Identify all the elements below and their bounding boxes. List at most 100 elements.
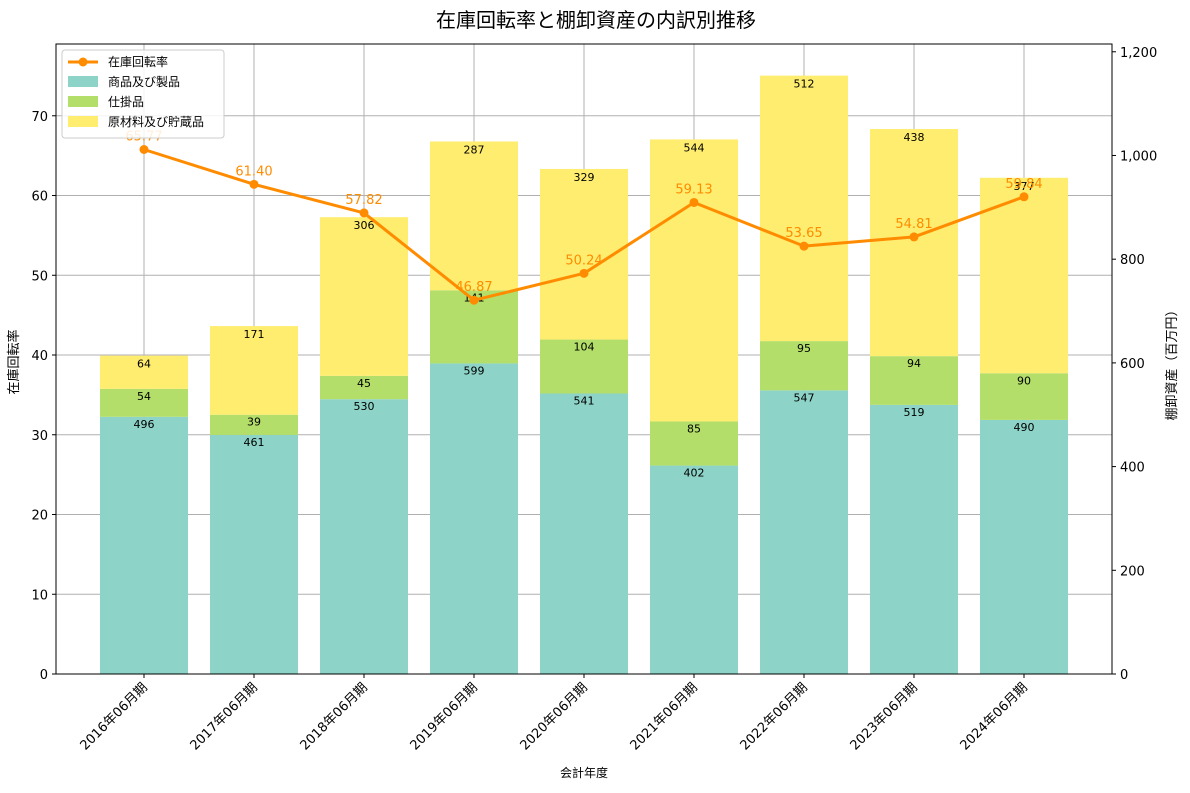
bar-value-label: 496 <box>134 418 155 431</box>
y-left-tick-label: 70 <box>31 110 48 125</box>
turnover-point <box>799 241 809 251</box>
bar-value-label: 547 <box>794 391 815 404</box>
bar-segment <box>650 465 738 674</box>
legend-swatch-products <box>68 76 98 87</box>
turnover-point <box>469 295 479 305</box>
bar-value-label: 530 <box>354 400 375 413</box>
turnover-point <box>1019 192 1029 202</box>
turnover-value-label: 61.40 <box>235 164 272 179</box>
legend-box <box>61 49 225 139</box>
bar-value-label: 438 <box>904 131 925 144</box>
bar-segment <box>320 375 408 400</box>
turnover-value-label: 57.82 <box>345 193 382 208</box>
y-left-tick-label: 20 <box>31 509 48 524</box>
bar-segment <box>980 177 1068 374</box>
y-right-tick-label: 800 <box>1120 253 1145 268</box>
bar-labels: 4965464461391715304530659914128754110432… <box>134 78 1035 480</box>
bar-value-label: 54 <box>137 390 151 403</box>
y-left-tick-label: 10 <box>31 588 48 603</box>
turnover-value-label: 46.87 <box>455 280 492 295</box>
bar-value-label: 287 <box>464 143 485 156</box>
bar-value-label: 171 <box>244 328 265 341</box>
turnover-point <box>909 232 919 242</box>
bar-segment <box>760 75 848 342</box>
y-axis-right-label: 棚卸資産（百万円） <box>1164 303 1180 420</box>
legend-line-marker <box>78 57 88 67</box>
bar-value-label: 461 <box>244 436 265 449</box>
bar-segment <box>430 363 518 674</box>
bar-segment <box>100 388 188 417</box>
legend-label-materials: 原材料及び貯蔵品 <box>108 115 204 129</box>
legend-swatch-materials <box>68 116 98 127</box>
y-left-tick-label: 0 <box>40 668 48 683</box>
turnover-value-label: 53.65 <box>785 226 822 241</box>
bar-segment <box>980 419 1068 674</box>
legend: 在庫回転率 商品及び製品 仕掛品 原材料及び貯蔵品 <box>61 49 225 139</box>
bar-segment <box>430 141 518 291</box>
legend-swatch-wip <box>68 96 98 107</box>
y-right-tick-label: 200 <box>1120 564 1145 579</box>
turnover-point <box>249 179 259 189</box>
bar-value-label: 85 <box>687 422 701 435</box>
y-right-tick-label: 1,200 <box>1120 46 1157 61</box>
turnover-point <box>359 208 369 218</box>
bar-value-label: 45 <box>357 377 371 390</box>
turnover-point <box>139 145 149 155</box>
legend-label-products: 商品及び製品 <box>108 74 180 89</box>
bar-segment <box>650 139 738 422</box>
bar-value-label: 306 <box>354 219 375 232</box>
bar-segment <box>100 355 188 389</box>
bar-segment <box>980 373 1068 420</box>
bar-segment <box>870 129 958 357</box>
y-left-tick-label: 50 <box>31 269 48 284</box>
turnover-value-label: 54.81 <box>895 217 932 232</box>
bar-value-label: 402 <box>684 467 705 480</box>
legend-label-wip: 仕掛品 <box>108 94 144 109</box>
y-left-tick-label: 30 <box>31 429 48 444</box>
bar-segment <box>210 414 298 435</box>
bar-segment <box>540 339 628 394</box>
bar-value-label: 377 <box>1014 180 1035 193</box>
bar-value-label: 95 <box>797 342 811 355</box>
y-right-tick-label: 400 <box>1120 461 1145 476</box>
bar-value-label: 544 <box>684 141 705 154</box>
bar-segment <box>320 217 408 376</box>
bar-value-label: 490 <box>1014 421 1035 434</box>
bar-value-label: 599 <box>464 364 485 377</box>
turnover-value-label: 59.84 <box>1005 177 1042 192</box>
bar-value-label: 512 <box>794 78 815 91</box>
y-right-tick-label: 1,000 <box>1120 149 1157 164</box>
y-right-tick-label: 600 <box>1120 357 1145 372</box>
bar-segment <box>760 390 848 674</box>
bar-value-label: 64 <box>137 358 151 371</box>
bar-value-label: 541 <box>574 394 595 407</box>
y-right-tick-label: 0 <box>1120 668 1128 683</box>
turnover-point <box>689 197 699 207</box>
bar-value-label: 104 <box>574 341 595 354</box>
bar-segment <box>320 399 408 674</box>
bar-value-label: 94 <box>907 357 921 370</box>
y-axis-left-label: 在庫回転率 <box>6 329 22 394</box>
turnover-point <box>579 268 589 278</box>
bar-segment <box>870 356 958 405</box>
bar-segment <box>540 393 628 674</box>
bar-value-label: 90 <box>1017 374 1031 387</box>
x-axis-label: 会計年度 <box>560 765 608 780</box>
bar-segment <box>100 416 188 674</box>
bar-segment <box>210 326 298 415</box>
bar-value-label: 39 <box>247 416 261 429</box>
bar-segment <box>760 341 848 391</box>
bar-value-label: 519 <box>904 406 925 419</box>
bar-segment <box>210 434 298 674</box>
bars <box>100 75 1068 674</box>
y-left-tick-label: 40 <box>31 349 48 364</box>
bar-segment <box>870 404 958 674</box>
turnover-value-label: 50.24 <box>565 253 602 268</box>
chart-title: 在庫回転率と棚卸資産の内訳別推移 <box>436 8 756 32</box>
legend-label-turnover: 在庫回転率 <box>108 54 168 69</box>
bar-segment <box>650 421 738 466</box>
y-left-tick-label: 60 <box>31 190 48 205</box>
turnover-value-label: 59.13 <box>675 182 712 197</box>
turnover-line-group: 65.7761.4057.8246.8750.2459.1353.6554.81… <box>125 130 1043 305</box>
